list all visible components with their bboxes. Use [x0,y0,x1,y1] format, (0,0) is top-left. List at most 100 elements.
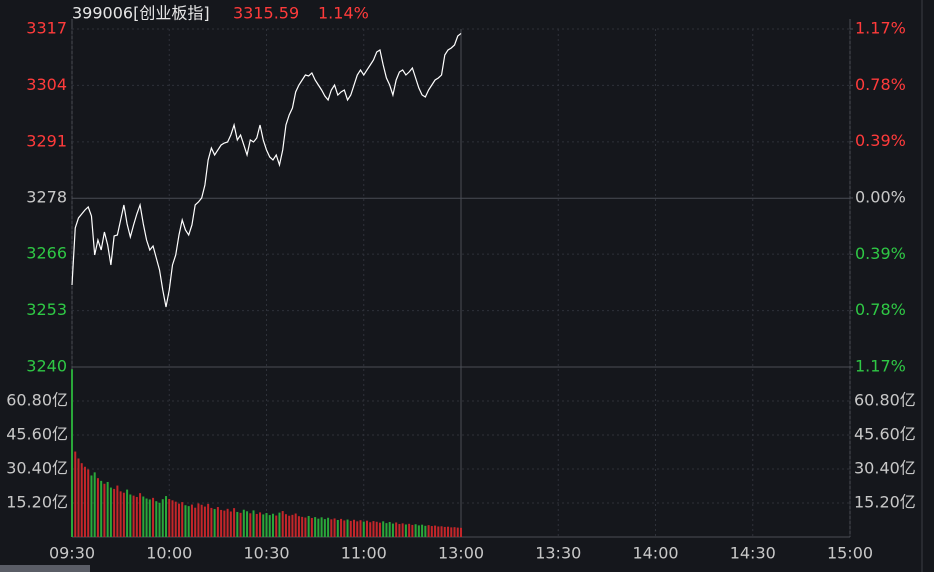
volume-tick-label: 15.20亿 [6,493,68,512]
y-tick-label: 3240 [26,357,67,376]
index-name: 399006[创业板指] [72,4,210,23]
volume-bar [304,517,307,537]
volume-bar [268,515,271,537]
volume-bar [310,517,313,537]
volume-bar [190,504,193,537]
volume-bar [129,494,132,537]
volume-bar [236,511,239,537]
volume-bar [453,527,456,537]
volume-bar [378,522,381,537]
volume-bar [365,520,368,537]
volume-bar [168,498,171,537]
volume-bar [213,509,216,537]
volume-bar [440,526,443,537]
volume-bar [83,466,86,537]
volume-bar [207,503,210,537]
volume-bar [336,520,339,537]
volume-bar [262,514,265,537]
y-tick-label: 3278 [26,188,67,207]
volume-bar [122,492,125,537]
volume-bar [275,515,278,537]
volume-bar [255,513,258,537]
volume-bar [281,511,284,537]
volume-bar [139,493,142,537]
x-tick-label: 14:30 [730,544,776,563]
volume-bar [424,525,427,537]
volume-bar [100,480,103,537]
volume-bar [278,512,281,537]
y2-tick-label: 0.39% [855,244,906,263]
volume-bar [87,469,90,537]
volume-bar [90,475,93,537]
volume-bar [427,525,430,537]
volume-bar [116,485,119,537]
volume-bar [434,525,437,537]
volume-bar [437,526,440,537]
volume-bar [96,478,99,537]
volume-bar [113,488,116,537]
volume-bar [346,519,349,537]
volume-bar [197,503,200,537]
volume-bar [349,520,352,537]
volume-bar [174,501,177,537]
volume-bar [430,526,433,537]
volume-bar [447,526,450,537]
x-tick-label: 11:00 [341,544,387,563]
y2-tick-label: 0.78% [855,300,906,319]
volume-bar [375,521,378,537]
volume-bar [382,521,385,537]
volume-bar [177,503,180,537]
scrollbar [0,565,90,572]
volume-tick-label: 15.20亿 [854,493,916,512]
volume-bar [210,507,213,537]
volume-bar [142,496,145,537]
volume-tick-label: 60.80亿 [854,391,916,410]
volume-bar [71,369,73,537]
volume-bar [404,524,407,537]
y2-tick-label: 1.17% [855,19,906,38]
volume-bar [294,513,297,537]
volume-bar [414,524,417,537]
volume-bar [372,521,375,537]
volume-bar [333,518,336,537]
volume-tick-label: 45.60亿 [6,425,68,444]
volume-bar [155,501,158,537]
volume-bar [220,509,223,537]
volume-bar [229,511,232,537]
volume-bar [135,496,138,537]
volume-bar [391,523,394,537]
volume-bar [226,508,229,537]
volume-bar [284,514,287,537]
volume-bar [362,521,365,537]
y2-tick-label: 0.00% [855,188,906,207]
volume-bar [388,522,391,537]
volume-bar [103,483,106,537]
volume-bar [323,519,326,537]
volume-bar [203,506,206,537]
volume-bar [456,527,459,537]
volume-bar [340,518,343,537]
volume-bar [450,527,453,537]
volume-bar [301,516,304,537]
change-percent: 1.14% [318,4,369,23]
volume-bar [246,511,249,537]
volume-bar [411,524,414,537]
volume-bar [327,517,330,537]
y-tick-label: 3304 [26,75,67,94]
volume-tick-label: 30.40亿 [854,459,916,478]
volume-bar [242,509,245,537]
volume-bar [291,514,294,537]
volume-bar [148,499,151,537]
volume-bar [152,497,155,537]
volume-bar [187,506,190,537]
volume-bar [288,515,291,537]
volume-bar [356,521,359,537]
y2-tick-label: 0.78% [855,75,906,94]
y-tick-label: 3253 [26,300,67,319]
volume-bar [252,510,255,537]
volume-bar [216,507,219,537]
volume-tick-label: 30.40亿 [6,459,68,478]
y-tick-label: 3291 [26,131,67,150]
volume-bar [417,525,420,537]
